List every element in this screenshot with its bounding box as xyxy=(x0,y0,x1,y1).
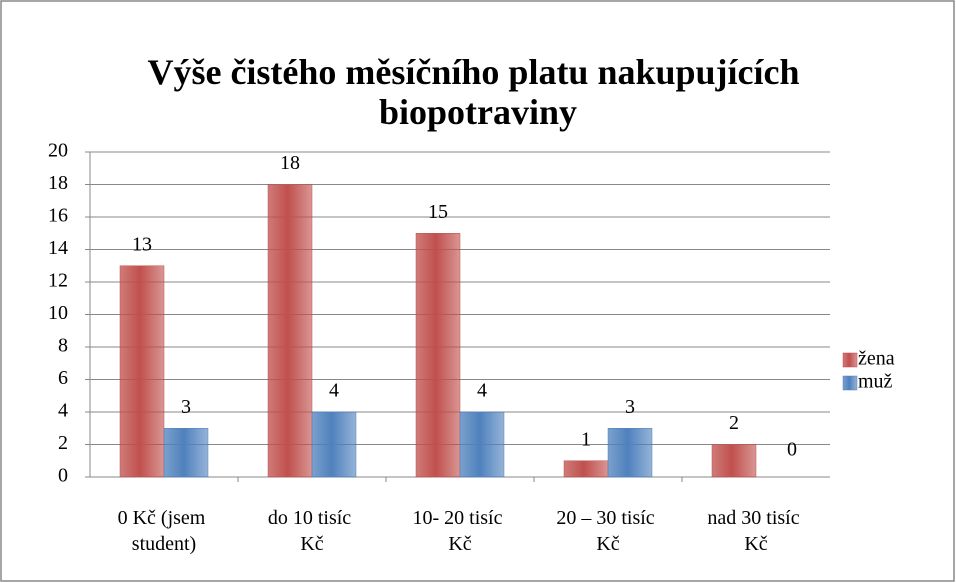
y-tick-label: 10 xyxy=(48,302,68,324)
value-label: 1 xyxy=(581,428,591,450)
x-tick-label: 20 – 30 tisíc Kč xyxy=(556,507,659,555)
bar xyxy=(267,184,313,478)
value-label: 4 xyxy=(477,380,487,402)
x-tick-label: nad 30 tisíc Kč xyxy=(707,507,804,555)
value-label: 4 xyxy=(329,380,339,402)
y-tick-label: 2 xyxy=(58,432,68,454)
y-tick-label: 14 xyxy=(48,237,68,259)
chart-title: Výše čistého měsíčního platu nakupujícíc… xyxy=(147,52,808,132)
x-tick-label: 10- 20 tisíc Kč xyxy=(413,507,508,555)
x-tick-label: 0 Kč (jsem student) xyxy=(118,507,211,555)
y-tick-label: 6 xyxy=(58,367,68,389)
bar xyxy=(163,428,209,478)
y-tick-label: 0 xyxy=(58,465,68,487)
value-label: 3 xyxy=(181,396,191,418)
bar xyxy=(311,411,357,478)
bar xyxy=(415,233,461,478)
legend-swatch xyxy=(842,375,858,391)
value-label: 13 xyxy=(132,233,152,255)
legend-swatch xyxy=(842,352,858,368)
bar xyxy=(711,444,757,478)
x-tick-label: do 10 tisíc Kč xyxy=(268,507,356,555)
value-label: 2 xyxy=(729,412,739,434)
y-tick-label: 20 xyxy=(48,140,68,162)
bar xyxy=(459,411,505,478)
y-tick-label: 4 xyxy=(58,400,68,422)
y-tick-label: 18 xyxy=(48,172,68,194)
bar xyxy=(607,428,653,478)
bar xyxy=(119,265,165,478)
bar xyxy=(563,460,609,478)
y-tick-label: 16 xyxy=(48,205,68,227)
legend-label: žena xyxy=(858,348,895,370)
y-tick-label: 8 xyxy=(58,335,68,357)
value-label: 15 xyxy=(428,201,448,223)
y-tick-label: 12 xyxy=(48,270,68,292)
legend-label: muž xyxy=(858,371,893,393)
value-label: 3 xyxy=(625,396,635,418)
value-label: 0 xyxy=(787,439,797,461)
value-label: 18 xyxy=(280,152,300,174)
